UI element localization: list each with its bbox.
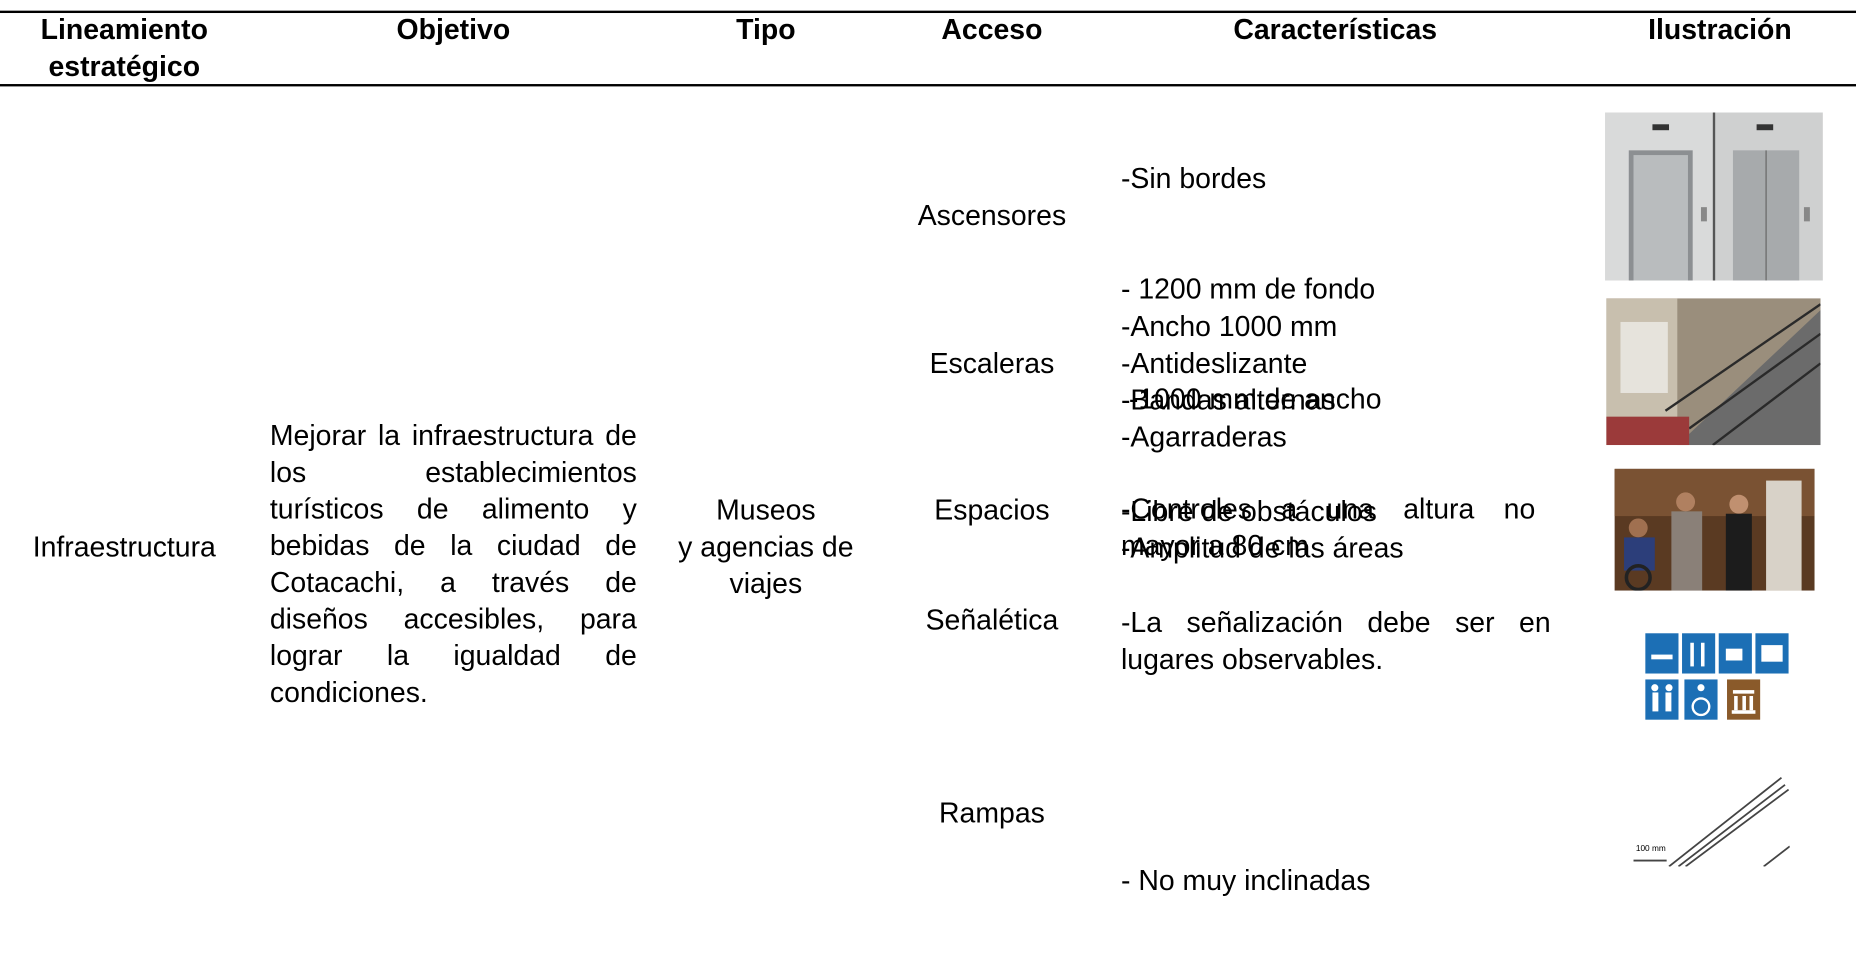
header-bottom-rule — [0, 84, 1856, 86]
caracteristicas: -Sin bordes - 1200 mm de fondo -1000 mm … — [1121, 88, 1551, 638]
caracteristicas: - No muy inclinadas — [1121, 790, 1551, 973]
caracteristicas: -Libre de obstáculos -Amplitud de las ár… — [1121, 494, 1551, 567]
ramp-drawing-mark: 100 mm — [1636, 844, 1666, 853]
acceso: Escaleras — [929, 348, 1055, 380]
caracteristica: -Antideslizante — [1120, 348, 1308, 380]
caracteristicas: -Ancho 1000 mm -Antideslizante -Bandas a… — [1121, 309, 1551, 456]
caracteristica: -Agarraderas — [1120, 421, 1287, 454]
people-illustration — [1614, 468, 1815, 591]
acceso: Ascensores — [917, 200, 1067, 233]
header-cell: Objetivo — [396, 14, 511, 47]
header-cell: Acceso — [941, 14, 1043, 47]
tipo-line: Museos — [716, 494, 816, 527]
caracteristica: -1000 mm de ancho — [1120, 383, 1382, 416]
acceso: Rampas — [939, 797, 1045, 830]
stairs-illustration — [1606, 298, 1821, 446]
caracteristica: -La señalización debe ser en lugares obs… — [1120, 607, 1551, 676]
header-cell: Ilustración — [1648, 14, 1792, 47]
caracteristica: - 1200 mm de fondo — [1120, 273, 1376, 306]
caracteristica: - No muy inclinadas — [1120, 865, 1371, 898]
header-cell: Tipo — [736, 14, 796, 47]
caracteristica: -Sin bordes — [1120, 163, 1267, 196]
table: Lineamiento estratégico Objetivo Tipo Ac… — [0, 10, 1856, 897]
page: Lineamiento estratégico Objetivo Tipo Ac… — [0, 10, 1856, 898]
ramp-illustration: 100 mm — [1633, 776, 1790, 867]
caracteristica: -Bandas alternas — [1120, 384, 1336, 417]
signage-illustration — [1642, 630, 1791, 723]
caracteristicas: -La señalización debe ser en lugares obs… — [1121, 605, 1551, 678]
caracteristica: -Controles a una altura no mayor a 80 cm — [1120, 493, 1536, 563]
header-cell: Lineamiento estratégico — [40, 14, 208, 83]
acceso: Señalética — [925, 604, 1059, 637]
objetivo: Mejorar la infraestructura de los establ… — [269, 420, 637, 710]
lineamiento: Infraestructura — [32, 531, 216, 564]
caracteristica: -Amplitud de las áreas — [1120, 532, 1404, 565]
acceso: Espacios — [934, 494, 1050, 527]
caracteristica: -Libre de obstáculos — [1120, 495, 1377, 528]
tipo-line: y agencias de — [678, 531, 854, 564]
header-top-rule — [0, 10, 1856, 13]
tipo: Museos y agencias de viajes — [647, 492, 884, 602]
caracteristica: -Ancho 1000 mm — [1120, 311, 1338, 344]
header-cell: Características — [1233, 14, 1438, 47]
elevator-illustration — [1605, 112, 1823, 281]
tipo-line: viajes — [729, 568, 803, 601]
